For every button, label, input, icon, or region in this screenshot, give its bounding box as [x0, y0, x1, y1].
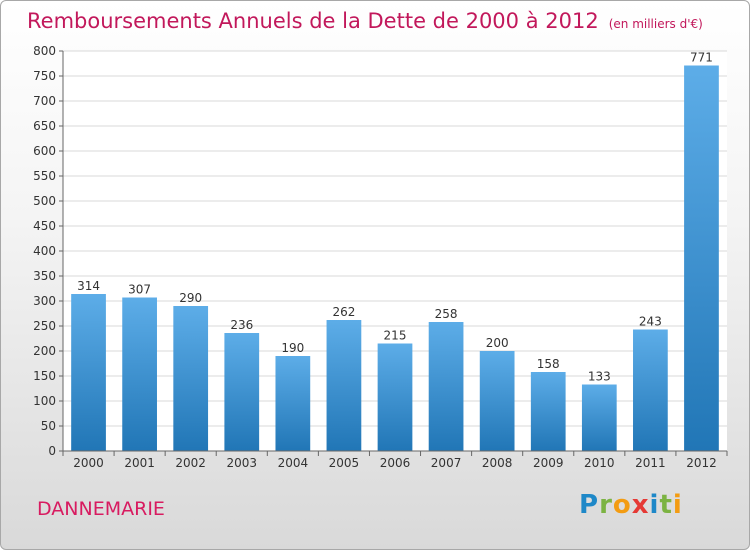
logo-letter: t: [659, 490, 673, 520]
x-tick-label-2007: 2007: [431, 456, 462, 470]
y-tick-label: 200: [33, 344, 56, 358]
y-tick-label: 450: [33, 219, 56, 233]
y-tick-label: 150: [33, 369, 56, 383]
bar-2001: [122, 297, 157, 451]
x-tick-label-2006: 2006: [380, 456, 411, 470]
value-label-2003: 236: [230, 318, 253, 332]
bar-2004: [275, 356, 311, 451]
bars: [71, 65, 719, 451]
value-label-2006: 215: [384, 329, 407, 343]
x-tick-label-2009: 2009: [533, 456, 564, 470]
y-tick-label: 250: [33, 319, 56, 333]
logo-letter: P: [579, 490, 600, 520]
value-label-2010: 133: [588, 370, 611, 384]
y-axis: 0 50 100 150 200 250 300 350 400 450 500 550 600 650 7…: [33, 44, 64, 458]
bar-2011: [633, 329, 668, 451]
bar-2005: [326, 320, 362, 451]
place-name: DANNEMARIE: [37, 498, 165, 520]
x-tick-label-2004: 2004: [278, 456, 309, 470]
bar-2012: [684, 65, 719, 451]
x-tick-label-2001: 2001: [124, 456, 155, 470]
y-tick-label: 100: [33, 394, 56, 408]
x-tick-label-2000: 2000: [73, 456, 104, 470]
value-label-2005: 262: [332, 305, 355, 319]
bar-2007: [428, 322, 464, 451]
x-tick-label-2011: 2011: [635, 456, 666, 470]
y-tick-label: 750: [33, 69, 56, 83]
chart-title: Remboursements Annuels de la Dette de 20…: [27, 9, 703, 33]
x-tick-label-2003: 2003: [226, 456, 257, 470]
bar-2006: [377, 343, 413, 451]
value-label-2012: 771: [690, 51, 713, 65]
y-tick-label: 550: [33, 169, 56, 183]
value-label-2001: 307: [128, 283, 151, 297]
x-tick-label-2010: 2010: [584, 456, 615, 470]
value-label-2000: 314: [77, 279, 100, 293]
y-tick-label: 300: [33, 294, 56, 308]
y-tick-label: 800: [33, 44, 56, 58]
bar-2003: [224, 333, 260, 451]
bar-2000: [71, 294, 106, 451]
chart-title-text: Remboursements Annuels de la Dette de 20…: [27, 9, 599, 33]
y-tick-label: 500: [33, 194, 56, 208]
chart-unit: (en milliers d'€): [608, 17, 703, 31]
bar-2009: [530, 372, 566, 451]
proxiti-logo: Proxiti: [579, 490, 683, 520]
logo-letter: x: [631, 490, 650, 520]
x-tick-label-2012: 2012: [686, 456, 717, 470]
value-label-2008: 200: [486, 336, 509, 350]
y-tick-label: 50: [41, 419, 56, 433]
value-label-2009: 158: [537, 357, 560, 371]
y-tick-label: 350: [33, 269, 56, 283]
x-tick-label-2008: 2008: [482, 456, 513, 470]
logo-letter: i: [672, 490, 683, 520]
y-tick-label: 600: [33, 144, 56, 158]
value-label-2004: 190: [281, 341, 304, 355]
y-tick-label: 650: [33, 119, 56, 133]
value-labels: 314 307 290 236 190 262 215 258 200 158 133 243 771: [77, 51, 713, 384]
x-tick-label-2005: 2005: [329, 456, 360, 470]
x-tick-label-2002: 2002: [175, 456, 206, 470]
value-label-2011: 243: [639, 315, 662, 329]
bar-2008: [479, 351, 515, 451]
bar-2010: [581, 384, 617, 451]
y-tick-label: 700: [33, 94, 56, 108]
logo-letter: r: [599, 490, 613, 520]
y-tick-label: 400: [33, 244, 56, 258]
x-axis: 2000 2001 2002 2003 2004 2005 2006 2007 2008 2009…: [62, 450, 728, 470]
y-tick-label: 0: [48, 444, 56, 458]
value-label-2002: 290: [179, 291, 202, 305]
logo-letter: i: [649, 490, 660, 520]
value-label-2007: 258: [435, 307, 458, 321]
logo-letter: o: [612, 490, 632, 520]
bar-2002: [173, 306, 209, 451]
